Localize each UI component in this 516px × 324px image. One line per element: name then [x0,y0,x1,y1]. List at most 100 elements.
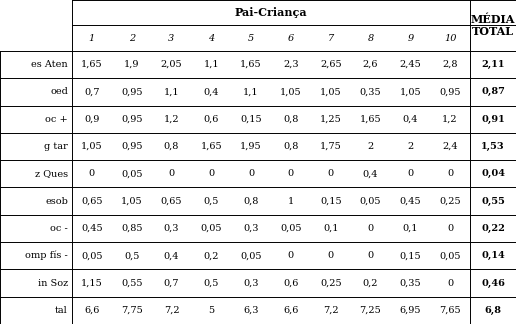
Text: 1,05: 1,05 [399,87,421,97]
Text: 6,6: 6,6 [283,306,299,315]
Text: MÉDIA: MÉDIA [471,14,515,25]
Text: 6,8: 6,8 [485,306,502,315]
Text: 0,95: 0,95 [439,87,461,97]
Text: 0,14: 0,14 [481,251,505,260]
Text: 0,1: 0,1 [323,224,338,233]
Text: 2,6: 2,6 [363,60,378,69]
Text: 2,4: 2,4 [442,142,458,151]
Text: es Aten: es Aten [31,60,68,69]
Text: 1,05: 1,05 [121,197,142,206]
Text: 0,2: 0,2 [203,251,219,260]
Text: 0,15: 0,15 [399,251,421,260]
Text: 0,55: 0,55 [121,279,142,288]
Text: 0,05: 0,05 [201,224,222,233]
Text: 0: 0 [447,224,453,233]
Text: 0,5: 0,5 [204,279,219,288]
Text: 0,6: 0,6 [283,279,299,288]
Text: 0,4: 0,4 [203,87,219,97]
Text: 0: 0 [288,251,294,260]
Text: 0,04: 0,04 [481,169,505,178]
Text: 0,8: 0,8 [244,197,259,206]
Text: oc +: oc + [45,115,68,124]
Text: 0,85: 0,85 [121,224,142,233]
Text: 7,2: 7,2 [323,306,338,315]
Text: 0,4: 0,4 [402,115,418,124]
Text: 0,45: 0,45 [81,224,103,233]
Text: 0,25: 0,25 [320,279,342,288]
Text: 0: 0 [288,169,294,178]
Text: 2,05: 2,05 [160,60,182,69]
Text: oc -: oc - [50,224,68,233]
Text: 7,2: 7,2 [164,306,180,315]
Text: 1,2: 1,2 [442,115,458,124]
Text: 0,05: 0,05 [121,169,142,178]
Text: 0,8: 0,8 [283,115,299,124]
Text: z Ques: z Ques [35,169,68,178]
Text: 6: 6 [288,34,294,43]
Text: 1,65: 1,65 [240,60,262,69]
Text: 0,7: 0,7 [164,279,179,288]
Text: 0,35: 0,35 [360,87,381,97]
Text: 0,15: 0,15 [320,197,342,206]
Text: 0,05: 0,05 [280,224,302,233]
Text: 0,65: 0,65 [161,197,182,206]
Text: 0: 0 [168,169,174,178]
Text: 1,05: 1,05 [81,142,103,151]
Text: 0,87: 0,87 [481,87,505,97]
Text: 1,25: 1,25 [320,115,342,124]
Text: 0,9: 0,9 [84,115,100,124]
Text: Pai-Criança: Pai-Criança [235,7,308,18]
Text: omp fís -: omp fís - [25,251,68,260]
Text: 0: 0 [328,251,334,260]
Text: 0,8: 0,8 [283,142,299,151]
Text: 0,05: 0,05 [240,251,262,260]
Text: 1: 1 [89,34,95,43]
Text: 1,15: 1,15 [81,279,103,288]
Text: 6,95: 6,95 [399,306,421,315]
Text: oed: oed [50,87,68,97]
Text: 0,95: 0,95 [121,87,142,97]
Text: 2,3: 2,3 [283,60,299,69]
Text: 1,05: 1,05 [280,87,302,97]
Text: 8: 8 [367,34,374,43]
Text: 0,3: 0,3 [244,224,259,233]
Text: 0,7: 0,7 [84,87,100,97]
Text: 0: 0 [447,169,453,178]
Text: 0: 0 [208,169,214,178]
Text: 1,53: 1,53 [481,142,505,151]
Text: 0: 0 [367,251,374,260]
Text: esob: esob [45,197,68,206]
Text: 0,95: 0,95 [121,115,142,124]
Text: 7,25: 7,25 [360,306,381,315]
Text: 0,22: 0,22 [481,224,505,233]
Text: 0,05: 0,05 [81,251,103,260]
Text: 0,3: 0,3 [244,279,259,288]
Text: tal: tal [55,306,68,315]
Text: 1,65: 1,65 [201,142,222,151]
Text: 1,9: 1,9 [124,60,139,69]
Text: 10: 10 [444,34,456,43]
Text: 0,5: 0,5 [124,251,139,260]
Text: 3: 3 [168,34,174,43]
Text: 0,4: 0,4 [164,251,179,260]
Text: 0,91: 0,91 [481,115,505,124]
Text: 1,75: 1,75 [320,142,342,151]
Text: 0,65: 0,65 [81,197,103,206]
Text: 2: 2 [367,142,374,151]
Text: 0,45: 0,45 [399,197,421,206]
Text: 6,3: 6,3 [244,306,259,315]
Text: 0,6: 0,6 [204,115,219,124]
Text: 1: 1 [288,197,294,206]
Text: 0,05: 0,05 [439,251,461,260]
Text: 0: 0 [328,169,334,178]
Text: 2,8: 2,8 [442,60,458,69]
Text: 0,15: 0,15 [240,115,262,124]
Text: 0,95: 0,95 [121,142,142,151]
Text: 0,25: 0,25 [439,197,461,206]
Text: 0,46: 0,46 [481,279,505,288]
Text: 0,4: 0,4 [363,169,378,178]
Text: 6,6: 6,6 [84,306,100,315]
Text: 1,1: 1,1 [164,87,180,97]
Text: 1,05: 1,05 [320,87,342,97]
Text: 1,65: 1,65 [360,115,381,124]
